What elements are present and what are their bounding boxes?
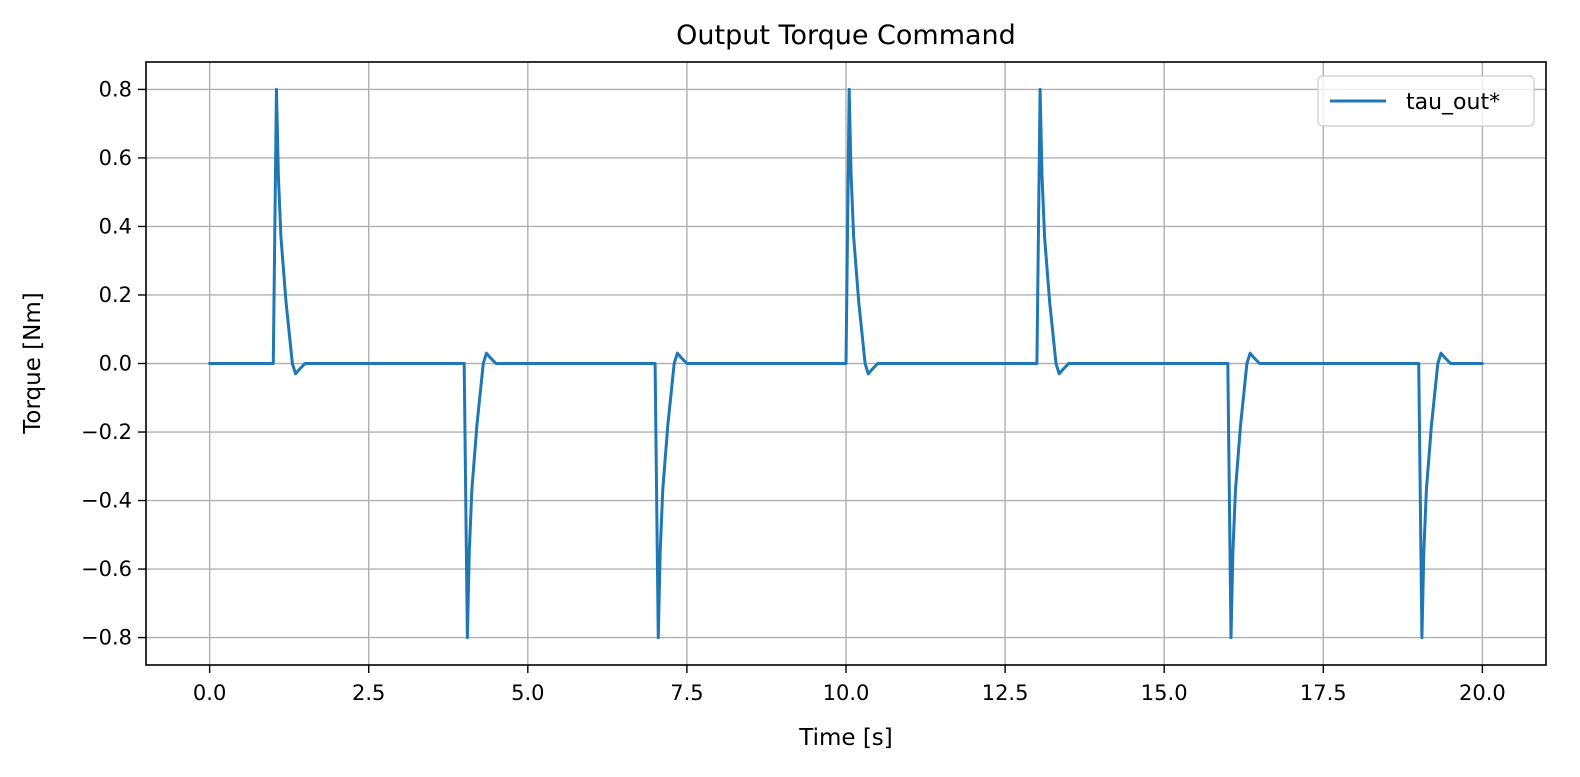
x-tick-label: 7.5 bbox=[670, 681, 703, 705]
legend-label-tau-out: tau_out* bbox=[1406, 90, 1500, 115]
legend-box bbox=[1317, 75, 1535, 127]
x-tick-label: 12.5 bbox=[982, 681, 1029, 705]
x-tick-label: 0.0 bbox=[193, 681, 226, 705]
series-line-tau-out bbox=[208, 87, 1484, 640]
y-tick-label: 0.2 bbox=[99, 283, 132, 307]
chart-title: Output Torque Command bbox=[676, 20, 1016, 51]
x-tick-label: 2.5 bbox=[352, 681, 385, 705]
x-tick-label: 5.0 bbox=[511, 681, 544, 705]
y-tick-label: −0.2 bbox=[81, 420, 132, 444]
y-tick-label: 0.6 bbox=[99, 146, 132, 170]
series-layer bbox=[208, 87, 1484, 640]
y-tick-label: 0.0 bbox=[99, 352, 132, 376]
x-tick-label: 17.5 bbox=[1300, 681, 1347, 705]
y-tick-label: 0.4 bbox=[99, 214, 132, 238]
ticks: 0.0 2.5 5.0 7.5 10.0 12.5 15.0 17.5 20.0 0.8 0.6 0.… bbox=[81, 77, 1506, 705]
y-tick-label: −0.8 bbox=[81, 626, 132, 650]
x-axis-label: Time [s] bbox=[798, 725, 893, 751]
x-tick-label: 15.0 bbox=[1141, 681, 1188, 705]
x-tick-label: 20.0 bbox=[1459, 681, 1506, 705]
y-tick-label: 0.8 bbox=[99, 77, 132, 101]
y-tick-label: −0.4 bbox=[81, 489, 132, 513]
x-tick-label: 10.0 bbox=[823, 681, 870, 705]
y-tick-label: −0.6 bbox=[81, 557, 132, 581]
legend: tau_out* bbox=[1317, 75, 1535, 127]
y-axis-label: Torque [Nm] bbox=[20, 292, 46, 434]
